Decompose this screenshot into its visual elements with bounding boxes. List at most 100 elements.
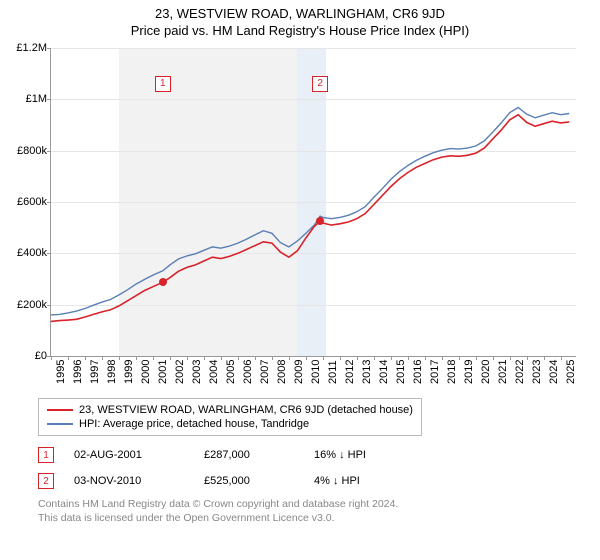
y-axis-label: £200k — [3, 299, 47, 311]
x-tick — [510, 356, 511, 360]
x-axis-label: 2008 — [276, 360, 288, 384]
y-tick — [47, 253, 51, 254]
x-axis-label: 1996 — [72, 360, 84, 384]
x-axis-label: 1998 — [106, 360, 118, 384]
x-axis-label: 2000 — [140, 360, 152, 384]
x-axis-label: 2014 — [378, 360, 390, 384]
transaction-diff: 16% ↓ HPI — [314, 449, 366, 461]
legend: 23, WESTVIEW ROAD, WARLINGHAM, CR6 9JD (… — [38, 398, 422, 436]
x-tick — [493, 356, 494, 360]
legend-label: 23, WESTVIEW ROAD, WARLINGHAM, CR6 9JD (… — [79, 404, 413, 416]
x-axis-label: 2013 — [361, 360, 373, 384]
x-tick — [408, 356, 409, 360]
x-axis-label: 2007 — [259, 360, 271, 384]
transaction-badge: 2 — [38, 473, 54, 489]
x-tick — [459, 356, 460, 360]
y-tick — [47, 305, 51, 306]
y-tick — [47, 202, 51, 203]
y-axis-label: £1M — [3, 93, 47, 105]
x-tick — [221, 356, 222, 360]
y-axis-label: £400k — [3, 247, 47, 259]
x-tick — [340, 356, 341, 360]
x-tick — [374, 356, 375, 360]
x-tick — [272, 356, 273, 360]
x-tick — [391, 356, 392, 360]
x-tick — [85, 356, 86, 360]
y-tick — [47, 99, 51, 100]
x-axis-label: 2015 — [395, 360, 407, 384]
x-tick — [255, 356, 256, 360]
x-tick — [238, 356, 239, 360]
transaction-list: 1 02-AUG-2001 £287,000 16% ↓ HPI 2 03-NOV-201… — [38, 442, 590, 494]
chart-title: 23, WESTVIEW ROAD, WARLINGHAM, CR6 9JD — [0, 0, 600, 21]
x-tick — [323, 356, 324, 360]
transaction-diff: 4% ↓ HPI — [314, 475, 360, 487]
transaction-date: 03-NOV-2010 — [74, 475, 184, 487]
x-tick — [187, 356, 188, 360]
x-tick — [442, 356, 443, 360]
x-axis-label: 2016 — [412, 360, 424, 384]
x-axis-label: 2001 — [157, 360, 169, 384]
x-axis-label: 1995 — [55, 360, 67, 384]
x-axis-label: 2020 — [480, 360, 492, 384]
x-axis-label: 2021 — [497, 360, 509, 384]
transaction-dot — [316, 217, 324, 225]
x-tick — [153, 356, 154, 360]
x-axis-label: 2003 — [191, 360, 203, 384]
x-axis-label: 2018 — [446, 360, 458, 384]
x-axis-label: 2025 — [565, 360, 577, 384]
legend-row: 23, WESTVIEW ROAD, WARLINGHAM, CR6 9JD (… — [47, 403, 413, 417]
x-axis-label: 2022 — [514, 360, 526, 384]
x-axis-label: 2009 — [293, 360, 305, 384]
transaction-price: £287,000 — [204, 449, 294, 461]
y-axis-label: £800k — [3, 145, 47, 157]
x-axis-label: 1997 — [89, 360, 101, 384]
x-tick — [357, 356, 358, 360]
x-tick — [204, 356, 205, 360]
y-tick — [47, 48, 51, 49]
x-axis-label: 1999 — [123, 360, 135, 384]
x-tick — [102, 356, 103, 360]
x-tick — [306, 356, 307, 360]
transaction-marker: 2 — [312, 76, 328, 92]
legend-row: HPI: Average price, detached house, Tand… — [47, 417, 413, 431]
x-axis-label: 2017 — [429, 360, 441, 384]
transaction-row: 2 03-NOV-2010 £525,000 4% ↓ HPI — [38, 468, 590, 494]
x-tick — [136, 356, 137, 360]
x-axis-label: 2002 — [174, 360, 186, 384]
x-tick — [289, 356, 290, 360]
x-axis-label: 2004 — [208, 360, 220, 384]
series-line — [51, 115, 569, 322]
x-tick — [561, 356, 562, 360]
license-footer: Contains HM Land Registry data © Crown c… — [38, 494, 590, 525]
x-axis-label: 2005 — [225, 360, 237, 384]
x-tick — [51, 356, 52, 360]
x-axis-label: 2012 — [344, 360, 356, 384]
transaction-date: 02-AUG-2001 — [74, 449, 184, 461]
transaction-badge: 1 — [38, 447, 54, 463]
chart-subtitle: Price paid vs. HM Land Registry's House … — [0, 21, 600, 42]
transaction-price: £525,000 — [204, 475, 294, 487]
legend-swatch — [47, 409, 73, 411]
chart-plot-area: £0£200k£400k£600k£800k£1M£1.2M1995199619… — [50, 48, 576, 357]
x-axis-label: 2019 — [463, 360, 475, 384]
x-tick — [544, 356, 545, 360]
transaction-dot — [159, 278, 167, 286]
x-axis-label: 2010 — [310, 360, 322, 384]
x-axis-label: 2023 — [531, 360, 543, 384]
x-tick — [119, 356, 120, 360]
legend-swatch — [47, 423, 73, 425]
series-line — [51, 108, 569, 315]
y-axis-label: £0 — [3, 350, 47, 362]
transaction-row: 1 02-AUG-2001 £287,000 16% ↓ HPI — [38, 442, 590, 468]
y-axis-label: £600k — [3, 196, 47, 208]
x-tick — [170, 356, 171, 360]
x-tick — [68, 356, 69, 360]
x-tick — [425, 356, 426, 360]
x-axis-label: 2006 — [242, 360, 254, 384]
x-tick — [476, 356, 477, 360]
x-axis-label: 2011 — [327, 360, 339, 384]
transaction-marker: 1 — [155, 76, 171, 92]
y-axis-label: £1.2M — [3, 42, 47, 54]
x-tick — [527, 356, 528, 360]
